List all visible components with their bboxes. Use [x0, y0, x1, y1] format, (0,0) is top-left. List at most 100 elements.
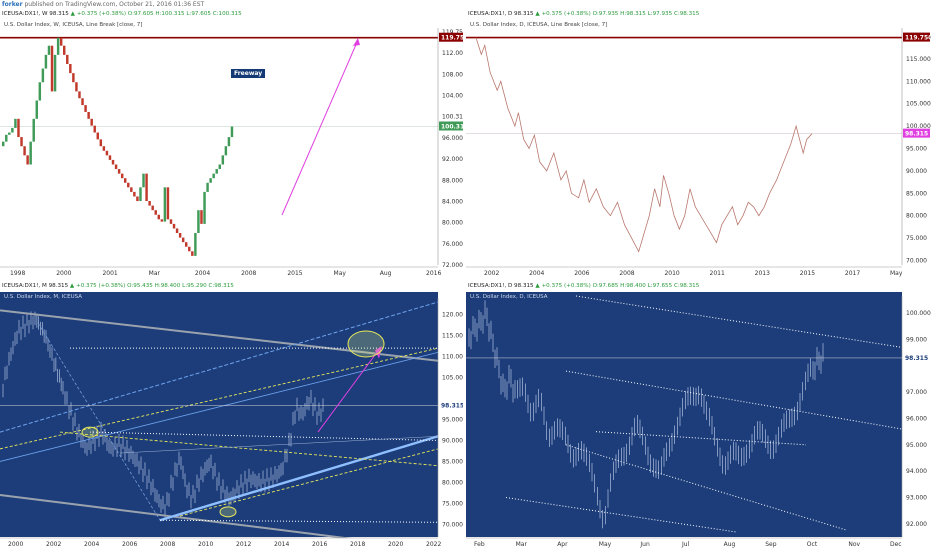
line-break-brick [35, 100, 38, 119]
yellow-dashed-line [59, 431, 439, 467]
ticker-open: O:97.685 [592, 283, 621, 289]
ticker-open: O:97.605 [127, 11, 156, 17]
chart-panel-top-left[interactable]: 119.750 112.000 108.000 104.000 100.315 96.00… [0, 10, 463, 282]
projection-arrow-head [353, 38, 360, 46]
time-tick-label: 2016 [426, 270, 441, 277]
price-tag-label: 98.315 [905, 355, 928, 362]
line-break-brick [93, 125, 96, 133]
price-axis-bg [902, 28, 932, 282]
ticker-symbol: ICEUSA:DX1!, W [2, 11, 50, 17]
price-tick-label: 93.000 [906, 495, 927, 502]
price-tick-label: 100.000 [906, 310, 931, 317]
chart-bottom-left-svg: 120.000 115.000 110.000 105.000 98.315 95.000… [0, 292, 463, 550]
time-tick-label: 2013 [755, 270, 770, 277]
time-tick-label: 1998 [10, 270, 25, 277]
price-tick-label: 120.000 [442, 312, 463, 319]
line-break-brick [178, 233, 182, 238]
line-break-brick [5, 134, 8, 142]
line-break-brick [221, 155, 225, 165]
ticker-close: C:98.315 [673, 283, 700, 289]
time-axis-bg [0, 267, 438, 282]
line-break-brick [41, 68, 45, 83]
price-tick-label: 72.000 [442, 262, 463, 269]
blue-trend-line [0, 351, 439, 462]
time-tick-label: Nov [848, 541, 860, 548]
chart-panel-top-right[interactable]: 119.750115.000110.000105.000100.00098.31… [466, 10, 932, 282]
price-tick-label: 70.000 [906, 258, 927, 265]
line-break-brick [56, 37, 60, 55]
line-break-brick [157, 214, 160, 220]
time-tick-label: 2022 [426, 541, 441, 548]
price-tag [439, 32, 463, 42]
time-tick-label: Jun [639, 541, 650, 548]
price-tag [903, 352, 931, 362]
line-break-brick [148, 201, 151, 206]
line-break-brick [203, 191, 206, 224]
ticker-low: L:95.290 [182, 283, 209, 289]
price-tick-label: 95.000 [442, 417, 463, 424]
touch-ellipse [219, 506, 237, 518]
line-break-brick [72, 73, 75, 83]
chart-top-left-svg: 119.750 112.000 108.000 104.000 100.315 96.00… [0, 10, 463, 282]
price-tick-label: 104.000 [442, 93, 463, 100]
time-tick-label: May [334, 270, 347, 277]
plot-bg [0, 292, 438, 537]
price-axis-bg [438, 298, 463, 550]
author-name[interactable]: forker [2, 1, 23, 8]
line-break-brick [130, 187, 133, 192]
ticker-bar: ICEUSA:DX1!, M 98.315 ▲ +0.375 (+0.38%) … [2, 282, 234, 291]
ticker-high: H:98.315 [620, 11, 648, 17]
line-break-brick [175, 228, 179, 234]
time-tick-label: May [890, 270, 903, 277]
line-break-brick [44, 54, 48, 69]
line-break-brick [59, 37, 63, 46]
line-break-brick [99, 139, 103, 147]
chart-subtitle: U.S. Dollar Index, D, ICEUSA, Line Break… [470, 22, 608, 28]
line-break-brick [154, 210, 157, 215]
line-break-brick [29, 141, 32, 165]
blue-dashed-line [0, 301, 439, 433]
price-tick-label: 75.000 [906, 235, 927, 242]
line-break-brick [117, 169, 121, 174]
price-tick-label: 112.000 [442, 50, 463, 57]
time-tick-label: 2012 [236, 541, 251, 548]
price-tick-label: 97.000 [906, 389, 927, 396]
price-tick-label: 70.000 [442, 521, 463, 528]
white-dotted-line [159, 519, 439, 523]
ticker-bar: ICEUSA:DX1!, D 98.315 ▲ +0.375 (+0.38%) … [468, 282, 699, 291]
line-break-brick [84, 105, 87, 112]
line-break-brick [209, 178, 212, 183]
time-tick-label: 2015 [287, 270, 302, 277]
time-tick-label: 2014 [274, 541, 289, 548]
line-break-brick [145, 173, 148, 202]
price-tick-label: 100.000 [906, 123, 931, 130]
line-break-brick [194, 233, 197, 256]
time-tick-label: 2008 [160, 541, 175, 548]
thin-line [119, 436, 439, 454]
price-tick-label: 100.315 [442, 114, 463, 121]
line-break-brick [188, 246, 191, 252]
price-tag [439, 400, 463, 410]
line-break-brick [206, 182, 209, 192]
line-break-brick [163, 187, 167, 222]
ticker-bar: ICEUSA:DX1!, D 98.315 ▲ +0.375 (+0.38%) … [468, 10, 699, 19]
line-break-brick [108, 155, 112, 160]
channel-top-line [0, 309, 439, 362]
time-tick-label: 2004 [529, 270, 544, 277]
price-tick-label: 108.000 [442, 71, 463, 78]
chart-panel-bottom-left[interactable]: 120.000 115.000 110.000 105.000 98.315 95.000… [0, 282, 463, 550]
time-axis-bg [466, 538, 902, 550]
plot-bg [466, 10, 932, 282]
price-tick-label: 92.000 [906, 521, 927, 528]
time-tick-label: 2010 [664, 270, 679, 277]
price-tick-label: 88.000 [442, 177, 463, 184]
ticker-close: C:98.315 [208, 283, 234, 289]
plot-bg [0, 10, 463, 282]
ticker-change: ▲ +0.375 (+0.38%) [535, 283, 593, 289]
line-break-brick [32, 118, 35, 142]
price-tick-label: 85.000 [442, 458, 463, 465]
line-break-brick [127, 182, 130, 188]
time-tick-label: 2001 [102, 270, 117, 277]
ticker-price: 98.315 [514, 283, 536, 289]
chart-panel-bottom-right[interactable]: 100.000 99.000 98.315 97.000 96.000 95.000 94.… [466, 282, 932, 550]
